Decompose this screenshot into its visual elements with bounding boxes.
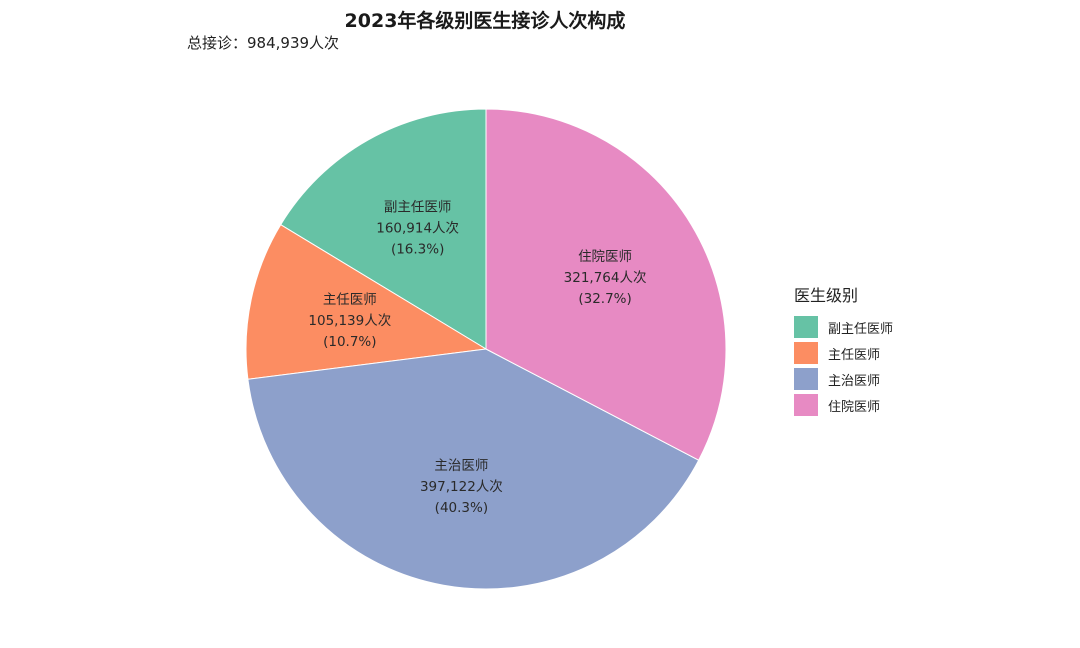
legend-item-3[interactable]: 住院医师 xyxy=(794,392,893,418)
pie-slice-0 xyxy=(279,108,487,350)
chart-title: 2023年各级别医生接诊人次构成 xyxy=(344,10,626,32)
legend-label-3: 住院医师 xyxy=(828,399,881,415)
pie-slice-2 xyxy=(247,348,700,590)
slice-label-percent-1: (10.7%) xyxy=(323,334,376,350)
slice-label-name-1: 主任医师 xyxy=(323,292,377,308)
slice-label-percent-3: (32.7%) xyxy=(578,291,631,307)
chart-subtitle: 总接诊：984,939人次 xyxy=(187,34,340,52)
legend-label-1: 主任医师 xyxy=(828,347,881,363)
slice-label-percent-2: (40.3%) xyxy=(435,500,488,516)
legend: 医生级别 副主任医师主任医师主治医师住院医师 xyxy=(794,282,893,418)
legend-label-0: 副主任医师 xyxy=(828,321,894,337)
legend-item-1[interactable]: 主任医师 xyxy=(794,340,893,366)
legend-items: 副主任医师主任医师主治医师住院医师 xyxy=(794,314,893,418)
pie-labels: 副主任医师 160,914人次 (16.3%) 主任医师 105,139人次 (10.7%… xyxy=(308,200,646,516)
legend-label-2: 主治医师 xyxy=(828,373,881,389)
slice-label-percent-0: (16.3%) xyxy=(391,242,444,258)
legend-title: 医生级别 xyxy=(794,286,859,305)
slice-label-value-0: 160,914人次 xyxy=(376,221,459,237)
slice-label-name-3: 住院医师 xyxy=(578,249,632,265)
legend-swatch-2 xyxy=(794,368,818,390)
slice-label-value-2: 397,122人次 xyxy=(420,479,503,495)
legend-item-0[interactable]: 副主任医师 xyxy=(794,314,893,340)
slice-label-value-3: 321,764人次 xyxy=(564,270,647,286)
legend-swatch-1 xyxy=(794,342,818,364)
legend-swatch-0 xyxy=(794,316,818,338)
slice-label-name-2: 主治医师 xyxy=(434,458,488,474)
legend-item-2[interactable]: 主治医师 xyxy=(794,366,893,392)
legend-swatch-3 xyxy=(794,394,818,416)
slice-label-value-1: 105,139人次 xyxy=(308,313,391,329)
pie-slice-3 xyxy=(485,108,727,461)
pie-slices xyxy=(245,108,727,590)
slice-label-name-0: 副主任医师 xyxy=(384,200,452,216)
pie-slice-1 xyxy=(245,224,488,380)
